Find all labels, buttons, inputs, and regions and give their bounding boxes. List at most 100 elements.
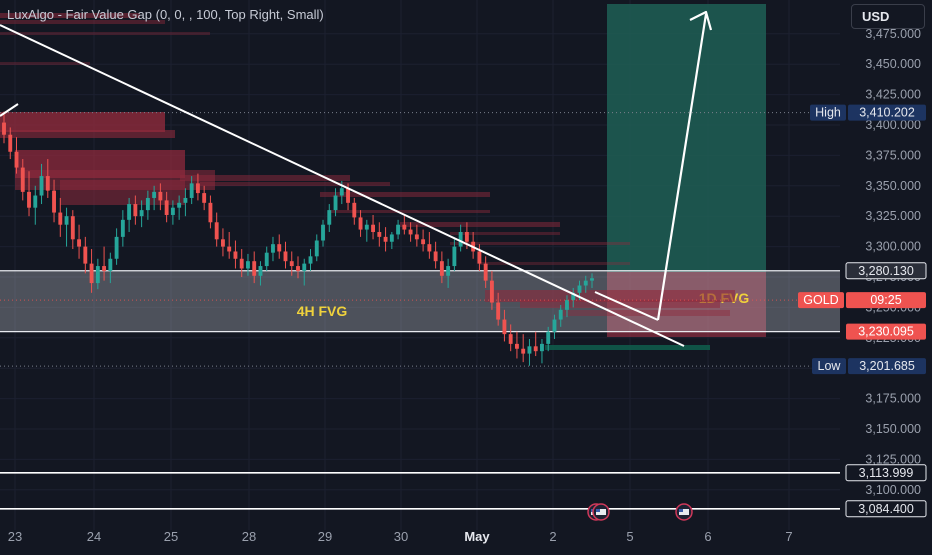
y-tick-label: 3,125.000: [865, 452, 921, 466]
x-tick-label: 7: [785, 529, 792, 544]
countdown-tag-bg: [846, 292, 926, 309]
candle: [289, 261, 294, 267]
fvg-band: [400, 222, 560, 227]
candle: [408, 229, 413, 235]
candle: [283, 251, 288, 262]
x-tick-label: 28: [242, 529, 256, 544]
candle: [508, 334, 513, 344]
flag-stripe-icon: [679, 509, 689, 515]
trend-line-fragment: [0, 103, 19, 117]
candle: [45, 176, 50, 191]
fvg-band: [560, 310, 730, 316]
candle: [239, 258, 244, 269]
y-tick-label: 3,100.000: [865, 483, 921, 497]
y-tick-label: 3,475.000: [865, 27, 921, 41]
fvg-band: [330, 210, 490, 213]
candle: [302, 263, 307, 271]
x-tick-label: 23: [8, 529, 22, 544]
symbol-tag-bg: [798, 292, 844, 309]
y-tick-label: 3,425.000: [865, 88, 921, 102]
trend-line: [0, 24, 685, 347]
zone-label-4h: 4H FVG: [297, 303, 348, 319]
x-tick-label: May: [464, 529, 490, 544]
candle: [296, 266, 300, 271]
candle: [20, 167, 25, 192]
fvg-band: [0, 32, 210, 35]
candle: [383, 236, 388, 242]
candle: [108, 258, 113, 271]
candle: [8, 134, 13, 152]
x-tick-label: 6: [704, 529, 711, 544]
candle: [421, 239, 426, 245]
zone-bottom-value: 3,230.095: [858, 325, 914, 339]
candle: [452, 246, 457, 267]
x-tick-label: 25: [164, 529, 178, 544]
candle: [214, 222, 219, 240]
candle: [502, 319, 507, 335]
candle: [183, 197, 188, 203]
candle: [252, 261, 257, 276]
candle: [433, 251, 438, 262]
y-tick-label: 3,150.000: [865, 422, 921, 436]
candle: [114, 236, 119, 259]
candle: [546, 331, 551, 344]
candle: [552, 319, 557, 332]
candle: [102, 266, 107, 271]
candle: [233, 251, 238, 259]
candle: [158, 191, 163, 201]
fvg-band: [0, 20, 165, 24]
candle: [533, 346, 538, 352]
currency-button[interactable]: USD: [851, 4, 925, 29]
candle: [458, 232, 463, 247]
candle: [127, 204, 132, 220]
candle: [540, 343, 544, 352]
candle: [358, 217, 363, 230]
x-tick-label: 29: [318, 529, 332, 544]
candle: [145, 197, 150, 211]
candle: [258, 266, 263, 276]
x-tick-label: 30: [394, 529, 408, 544]
projection-line: [594, 291, 659, 321]
candle: [558, 309, 563, 320]
candle: [427, 244, 432, 252]
level-2-value-bg: [845, 500, 927, 518]
candle: [308, 256, 313, 264]
y-tick-label: 3,350.000: [865, 179, 921, 193]
candle: [264, 252, 269, 267]
symbol-tag: GOLD: [803, 293, 838, 307]
candle: [133, 204, 138, 217]
candle: [271, 244, 275, 253]
y-tick-label: 3,375.000: [865, 148, 921, 162]
candle: [2, 122, 6, 135]
y-tick-label: 3,450.000: [865, 57, 921, 71]
low-value-bg: [848, 358, 926, 375]
fvg-band: [450, 242, 630, 245]
arrow-head-icon: [689, 10, 713, 31]
candle: [396, 224, 401, 235]
candle: [327, 210, 332, 225]
candle: [177, 202, 182, 208]
fvg-band: [485, 290, 735, 302]
zone-bottom-value-bg: [846, 323, 926, 340]
candle: [464, 232, 469, 242]
fvg-band: [0, 112, 165, 132]
candle: [89, 263, 94, 284]
candle: [27, 191, 31, 208]
candle: [333, 195, 338, 211]
candle: [277, 244, 282, 252]
y-tick-label: 3,325.000: [865, 209, 921, 223]
fvg-band: [200, 182, 390, 186]
candle: [14, 151, 19, 168]
candle: [352, 202, 357, 218]
candle: [83, 246, 88, 264]
level-2-value: 3,084.400: [858, 502, 914, 516]
fvg-band: [0, 130, 175, 138]
candle: [527, 346, 532, 354]
zone-top-value-bg: [845, 262, 927, 280]
candle: [377, 232, 382, 237]
candle: [346, 188, 350, 203]
y-tick-label: 3,175.000: [865, 392, 921, 406]
candle: [77, 239, 82, 247]
